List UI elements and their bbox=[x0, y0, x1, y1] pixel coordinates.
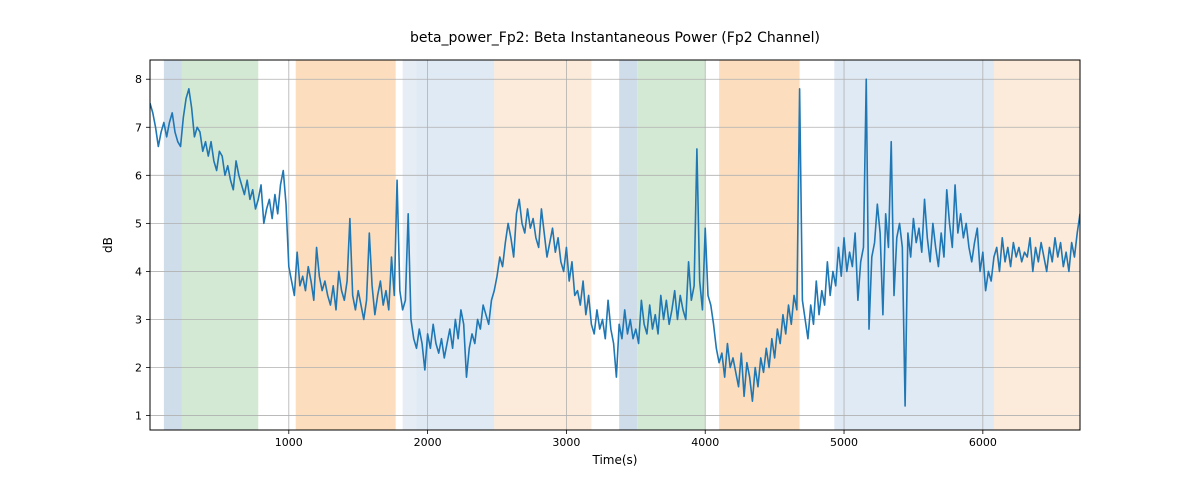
x-tick-label: 2000 bbox=[414, 436, 442, 449]
x-tick-label: 4000 bbox=[691, 436, 719, 449]
chart-title: beta_power_Fp2: Beta Instantaneous Power… bbox=[410, 30, 820, 46]
axvspan-band bbox=[494, 60, 591, 430]
x-tick-label: 3000 bbox=[552, 436, 580, 449]
chart-container: 1000 2000 3000 4000 5000 6000 1 2 3 4 5 6 7 8 Time(s) d… bbox=[0, 0, 1200, 500]
y-tick-label: 5 bbox=[135, 217, 142, 230]
axvspan-band bbox=[182, 60, 258, 430]
y-axis-label: dB bbox=[101, 237, 115, 253]
y-tick-label: 2 bbox=[135, 362, 142, 375]
axvspan-band bbox=[619, 60, 637, 430]
x-tick-label: 1000 bbox=[275, 436, 303, 449]
y-tick-label: 6 bbox=[135, 169, 142, 182]
line-chart: 1000 2000 3000 4000 5000 6000 1 2 3 4 5 6 7 8 Time(s) d… bbox=[0, 0, 1200, 500]
axvspan-band bbox=[417, 60, 495, 430]
axvspan-band bbox=[834, 60, 994, 430]
y-tick-label: 8 bbox=[135, 73, 142, 86]
x-tick-label: 5000 bbox=[830, 436, 858, 449]
x-tick-label: 6000 bbox=[969, 436, 997, 449]
y-tick-label: 3 bbox=[135, 313, 142, 326]
y-tick-label: 4 bbox=[135, 265, 142, 278]
y-tick-label: 7 bbox=[135, 121, 142, 134]
axvspan-band bbox=[296, 60, 396, 430]
y-tick-label: 1 bbox=[135, 410, 142, 423]
axvspan-band bbox=[994, 60, 1080, 430]
x-axis-label: Time(s) bbox=[592, 453, 638, 467]
